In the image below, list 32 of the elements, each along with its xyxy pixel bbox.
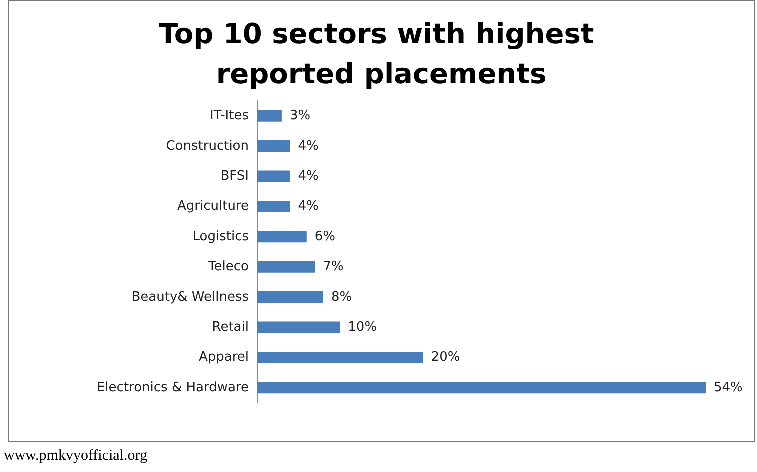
y-tick-label: BFSI [220, 169, 249, 184]
data-label: 4% [298, 138, 319, 154]
bar [257, 382, 706, 394]
data-label: 8% [332, 290, 352, 305]
data-label: 20% [431, 350, 460, 366]
bar [257, 231, 307, 243]
data-label: 7% [323, 260, 344, 275]
y-tick-label: Construction [166, 138, 249, 154]
y-tick-label: Apparel [198, 350, 249, 366]
bar [257, 140, 290, 152]
y-tick-label: Logistics [192, 229, 250, 244]
data-label: 4% [298, 169, 319, 184]
bar [257, 200, 290, 212]
data-label: 6% [314, 229, 336, 244]
bar [257, 322, 340, 334]
y-tick-label: Electronics & Hardware [96, 380, 249, 396]
data-label: 3% [290, 108, 311, 124]
bar [257, 261, 316, 273]
y-tick-label: Retail [212, 320, 249, 335]
data-label: 4% [298, 199, 319, 214]
y-tick-label: IT-Ites [210, 108, 250, 124]
data-label: 10% [348, 320, 378, 335]
y-tick-label: Teleco [208, 260, 250, 275]
text: www.pmkvyofficial.org [4, 448, 148, 465]
data-label: 54% [714, 380, 743, 396]
y-tick-label: Beauty& Wellness [132, 290, 250, 305]
bar [257, 292, 324, 304]
bar [257, 352, 424, 364]
bar [257, 170, 290, 182]
y-tick-label: Agriculture [178, 199, 249, 214]
bar [257, 110, 282, 122]
chart-title: Top 10 sectors with highest reported placements [158, 18, 604, 90]
